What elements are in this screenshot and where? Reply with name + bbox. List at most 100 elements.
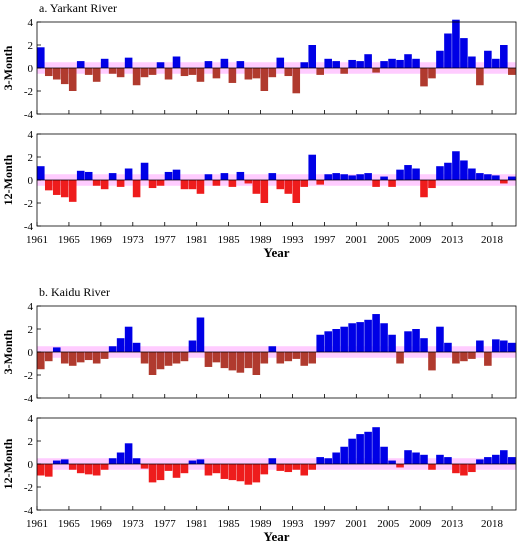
y-tick-label: -2 [24, 198, 33, 210]
data-bar [108, 68, 117, 74]
x-tick-label: 1965 [58, 234, 81, 246]
data-bar [508, 176, 516, 180]
x-tick-label: 1977 [154, 234, 177, 246]
data-bar [356, 174, 364, 180]
data-bar [404, 331, 412, 352]
x-tick-label: 2009 [409, 234, 432, 246]
data-bar [220, 352, 229, 369]
data-bar [276, 464, 285, 471]
data-bar [252, 180, 261, 194]
x-tick-label: 2005 [377, 234, 400, 246]
data-bar [52, 347, 61, 352]
x-tick-label: 2009 [409, 518, 432, 530]
data-bar [420, 180, 428, 198]
data-bar [508, 457, 516, 464]
data-bar [100, 352, 109, 359]
data-bar [76, 61, 85, 68]
data-bar [236, 464, 245, 482]
data-bar [492, 454, 500, 464]
data-bar [332, 173, 340, 180]
data-bar [68, 464, 77, 470]
data-bar [380, 61, 388, 68]
data-bar [188, 180, 197, 190]
data-bar [60, 459, 69, 464]
y-tick-label: -2 [24, 482, 33, 494]
data-bar [308, 45, 317, 68]
data-bar [284, 352, 293, 362]
x-tick-label: 1993 [281, 234, 304, 246]
data-bar [396, 464, 404, 468]
data-bar [508, 342, 516, 352]
data-bar [252, 352, 261, 375]
data-bar [500, 450, 508, 464]
x-tick-label: 1985 [218, 518, 241, 530]
data-bar [364, 54, 372, 68]
data-bar [164, 171, 173, 180]
data-bar [348, 59, 356, 68]
data-bar [204, 464, 213, 476]
data-bar [380, 446, 388, 464]
data-bar [260, 464, 269, 475]
data-bar [468, 352, 476, 359]
data-bar [100, 58, 109, 68]
y-tick-label: -4 [24, 109, 34, 121]
data-bar [148, 352, 157, 375]
data-bar [300, 180, 309, 187]
data-bar [84, 171, 93, 180]
x-tick-label: 1981 [186, 518, 208, 530]
data-bar [84, 464, 93, 475]
x-tick-label: 1997 [313, 518, 336, 530]
data-bar [37, 166, 45, 180]
data-bar [108, 346, 117, 352]
y-tick-label: -2 [24, 86, 33, 98]
data-bar [244, 68, 253, 80]
subplot-3-month: 4 2 0 -2 -4 3-Month [1, 301, 517, 405]
data-bar [356, 61, 364, 68]
data-bar [124, 326, 133, 352]
data-bar [388, 58, 396, 68]
chart-title: a. Yarkant River [39, 1, 117, 15]
data-bar [500, 340, 508, 352]
data-bar [108, 458, 117, 464]
data-bar [372, 427, 380, 464]
data-bar [100, 464, 109, 470]
data-bar [340, 326, 348, 352]
data-bar [140, 162, 149, 180]
data-bar [412, 168, 420, 180]
data-bar [124, 57, 133, 68]
x-axis-label: Year [264, 245, 290, 260]
data-bar [44, 352, 53, 362]
x-tick-label: 2018 [481, 234, 504, 246]
data-bar [164, 464, 173, 471]
y-tick-label: 2 [28, 40, 34, 52]
data-bar [468, 168, 476, 180]
data-bar [364, 173, 372, 180]
data-bar [124, 168, 133, 180]
data-bar [428, 352, 436, 371]
data-bar [76, 464, 85, 474]
data-bar [172, 464, 181, 478]
data-bar [444, 457, 452, 464]
data-bar [436, 326, 444, 352]
data-bar [92, 352, 101, 364]
subplot-12-month: 4 2 0 -2 -4 12-Month [1, 413, 517, 517]
data-bar [37, 47, 45, 68]
data-bar [316, 457, 324, 464]
data-bar [396, 59, 404, 68]
kaidu-river-chart: b. Kaidu River 4 2 0 -2 -4 3-Month 4 2 0 -2 -4 12-Mo… [1, 285, 517, 544]
data-bar [452, 151, 460, 180]
x-tick-label: 1981 [186, 234, 208, 246]
data-bar [452, 352, 460, 364]
data-bar [268, 68, 277, 78]
data-bar [180, 68, 189, 77]
data-bar [196, 68, 205, 82]
x-tick-label: 1961 [26, 518, 48, 530]
data-bar [148, 68, 157, 75]
x-tick-label: 1973 [122, 518, 145, 530]
data-bar [108, 173, 117, 180]
y-tick-label: 2 [28, 324, 34, 336]
y-tick-label: 4 [28, 301, 34, 313]
data-bar [356, 434, 364, 464]
data-bar [420, 68, 428, 87]
data-bar [76, 352, 85, 363]
